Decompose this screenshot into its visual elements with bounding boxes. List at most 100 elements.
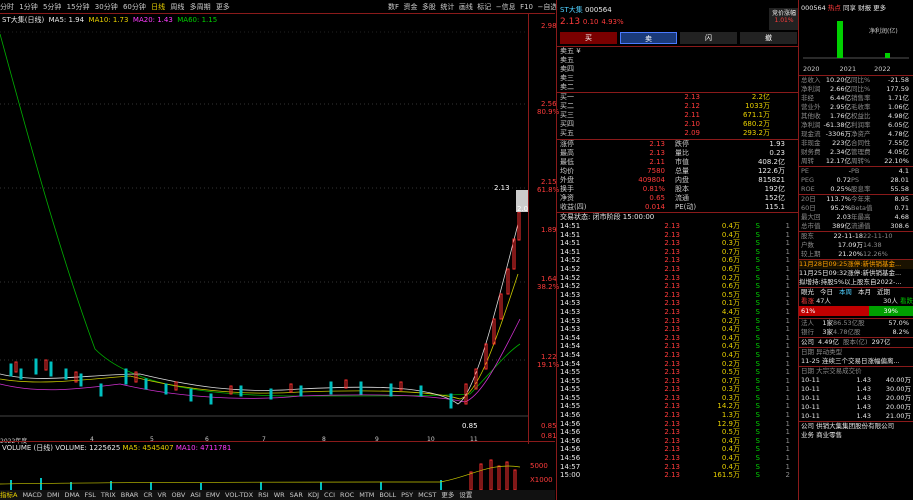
view-tabs[interactable]: 眼光 今日 本周 本月 近期: [801, 288, 890, 296]
tab-multistock[interactable]: 多股: [421, 3, 436, 11]
indicator-tab[interactable]: 更多: [441, 491, 455, 499]
tick-row[interactable]: 14:53 2.13 4.4万 S 1: [560, 308, 798, 317]
tab-funds[interactable]: 资金: [403, 3, 418, 11]
indicator-tab[interactable]: RSI: [258, 491, 269, 499]
bid-row[interactable]: 买二 2.12 1033万: [560, 102, 798, 111]
tick-row[interactable]: 14:52 2.13 0.6万 S 1: [560, 282, 798, 291]
tick-row[interactable]: 14:56 2.13 0.4万 S 1: [560, 454, 798, 463]
tab-more[interactable]: 更多: [215, 3, 230, 11]
tick-row[interactable]: 14:52 2.13 0.6万 S 1: [560, 265, 798, 274]
buy-button[interactable]: 买: [560, 32, 617, 44]
tick-row[interactable]: 14:53 2.13 0.2万 S 1: [560, 317, 798, 326]
news-item[interactable]: 拟增持:持股5%以上股东自2022-...: [799, 278, 902, 286]
indicator-tab[interactable]: DMA: [64, 491, 80, 499]
tick-row[interactable]: 14:52 2.13 0.2万 S 1: [560, 274, 798, 283]
tab-intraday[interactable]: 分时: [0, 3, 14, 11]
indicator-tab[interactable]: MACD: [22, 491, 42, 499]
tick-row[interactable]: 14:53 2.13 0.4万 S 1: [560, 325, 798, 334]
news-item[interactable]: 11月25日09:32涨停:新供销基金...: [799, 269, 902, 277]
news-item[interactable]: 11月28日09:25涨停:新供销基金...: [799, 260, 913, 269]
indicator-tab[interactable]: 设置: [459, 491, 473, 499]
tab-f10[interactable]: F10: [520, 3, 534, 11]
tab-draw[interactable]: 画线: [458, 3, 473, 11]
tab-30min[interactable]: 30分钟: [94, 3, 118, 11]
tick-row[interactable]: 14:56 2.13 0.5万 S 1: [560, 428, 798, 437]
indicator-tab[interactable]: WR: [273, 491, 285, 499]
tick-row[interactable]: 14:54 2.13 0.4万 S 1: [560, 342, 798, 351]
tab-watchlist[interactable]: −自选: [537, 3, 558, 11]
indicator-tab[interactable]: VOL-TDX: [224, 491, 254, 499]
indicator-tab[interactable]: ASI: [190, 491, 201, 499]
tick-row[interactable]: 15:00 2.13 161.5万 S 2: [560, 471, 798, 480]
indicator-tab[interactable]: KDJ: [307, 491, 320, 499]
tick-time: 14:56: [560, 411, 581, 420]
tab-stats[interactable]: 统计: [440, 3, 455, 11]
indicator-tab[interactable]: PSY: [401, 491, 414, 499]
tab-1min[interactable]: 1分钟: [19, 3, 38, 11]
tab-5min[interactable]: 5分钟: [42, 3, 62, 11]
bid-row[interactable]: 买一 2.13 2.2亿: [560, 93, 798, 102]
indicator-tab[interactable]: FSL: [84, 491, 96, 499]
tab-daily[interactable]: 日线: [151, 3, 166, 11]
tab-15min[interactable]: 15分钟: [66, 3, 90, 11]
trade-row[interactable]: 10-11 1.43 20.00万: [801, 403, 913, 412]
tick-row[interactable]: 14:54 2.13 0.4万 S 1: [560, 351, 798, 360]
indicator-tab[interactable]: EMV: [205, 491, 220, 499]
volume-chart[interactable]: [0, 452, 528, 490]
tab-shuf[interactable]: 数F: [388, 3, 400, 11]
tick-row[interactable]: 14:56 2.13 12.9万 S 1: [560, 420, 798, 429]
flash-button[interactable]: 闪: [680, 32, 737, 44]
tab-multi[interactable]: 多周期: [189, 3, 211, 11]
trade-row[interactable]: 10-11 1.43 21.00万: [801, 412, 913, 421]
tick-row[interactable]: 14:55 2.13 0.3万 S 1: [560, 385, 798, 394]
tab-mark[interactable]: 标记: [477, 3, 492, 11]
indicator-tab[interactable]: 指标A: [0, 491, 18, 499]
indicator-tab[interactable]: OBV: [171, 491, 186, 499]
sell-button[interactable]: 卖: [620, 32, 677, 44]
tick-row[interactable]: 14:53 2.13 0.1万 S 1: [560, 299, 798, 308]
tick-row[interactable]: 14:56 2.13 1.3万 S 1: [560, 411, 798, 420]
trade-row[interactable]: 10-11 1.43 30.00万: [801, 385, 913, 394]
info-tab[interactable]: 财报: [858, 4, 872, 12]
tick-row[interactable]: 14:52 2.13 0.6万 S 1: [560, 256, 798, 265]
tick-row[interactable]: 14:54 2.13 0.4万 S 1: [560, 334, 798, 343]
bid-row[interactable]: 买五 2.09 293.2万: [560, 129, 798, 138]
tab-60min[interactable]: 60分钟: [122, 3, 146, 11]
tick-row[interactable]: 14:55 2.13 0.7万 S 1: [560, 377, 798, 386]
tick-row[interactable]: 14:51 2.13 0.4万 S 1: [560, 222, 798, 231]
trade-row[interactable]: 10-11 1.43 20.00万: [801, 394, 913, 403]
indicator-tab[interactable]: DMI: [46, 491, 60, 499]
tick-row[interactable]: 14:51 2.13 0.4万 S 1: [560, 231, 798, 240]
indicator-tab[interactable]: CR: [143, 491, 153, 499]
indicator-tab[interactable]: SAR: [289, 491, 303, 499]
indicator-tab[interactable]: MTM: [359, 491, 375, 499]
tick-row[interactable]: 14:53 2.13 0.5万 S 1: [560, 291, 798, 300]
indicator-tab[interactable]: ROC: [340, 491, 355, 499]
info-tab[interactable]: 更多: [873, 4, 887, 12]
info-tab[interactable]: 同享: [842, 4, 856, 12]
dragon-row[interactable]: 11-25 连续三个交易日涨幅偏离...: [801, 357, 900, 365]
tick-row[interactable]: 14:57 2.13 0.4万 S 1: [560, 463, 798, 472]
cancel-button[interactable]: 撤: [740, 32, 797, 44]
indicator-tab[interactable]: VR: [157, 491, 167, 499]
tab-weekly[interactable]: 周线: [170, 3, 185, 11]
kline-chart[interactable]: 2.13 2.01 0.85: [0, 24, 528, 436]
indicator-tab[interactable]: BOLL: [379, 491, 397, 499]
tick-row[interactable]: 14:51 2.13 0.3万 S 1: [560, 239, 798, 248]
tab-info[interactable]: −信息: [495, 3, 516, 11]
tick-row[interactable]: 14:55 2.13 14.2万 S 1: [560, 402, 798, 411]
tick-list[interactable]: 14:51 2.13 0.4万 S 1 14:51 2.13 0.4万 S 1 14:51 2.13 0…: [560, 222, 798, 480]
tick-row[interactable]: 14:54 2.13 0.2万 S 1: [560, 360, 798, 369]
indicator-tab[interactable]: TRIX: [100, 491, 116, 499]
indicator-tab[interactable]: BRAR: [120, 491, 139, 499]
tick-row[interactable]: 14:55 2.13 0.5万 S 1: [560, 368, 798, 377]
indicator-tab[interactable]: MCST: [418, 491, 437, 499]
tick-row[interactable]: 14:56 2.13 0.4万 S 1: [560, 445, 798, 454]
indicator-tab[interactable]: CCI: [324, 491, 336, 499]
tick-row[interactable]: 14:55 2.13 0.3万 S 1: [560, 394, 798, 403]
tick-row[interactable]: 14:56 2.13 0.4万 S 1: [560, 437, 798, 446]
tick-row[interactable]: 14:51 2.13 0.7万 S 1: [560, 248, 798, 257]
trade-row[interactable]: 10-11 1.43 40.00万: [801, 376, 913, 385]
bid-row[interactable]: 买三 2.11 671.1万: [560, 111, 798, 120]
bid-row[interactable]: 买四 2.10 680.2万: [560, 120, 798, 129]
